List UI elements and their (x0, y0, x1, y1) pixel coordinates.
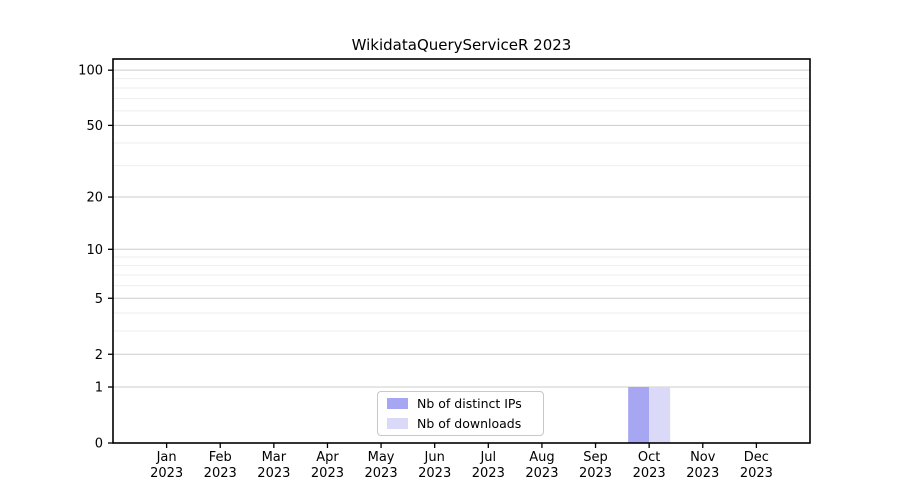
x-tick-label-year: 2023 (257, 466, 290, 481)
y-tick-label: 10 (86, 243, 103, 258)
legend-label: Nb of distinct IPs (417, 396, 522, 411)
x-tick-label-month: Dec (744, 450, 769, 465)
legend-item: Nb of distinct IPs (387, 396, 534, 411)
x-tick-label-year: 2023 (579, 466, 612, 481)
y-tick-label: 5 (95, 292, 103, 307)
x-tick-label-year: 2023 (311, 466, 344, 481)
y-tick-label: 20 (86, 191, 103, 206)
x-tick-label-month: Jan (156, 450, 177, 465)
x-tick-label-year: 2023 (150, 466, 183, 481)
x-tick-label-month: Jul (479, 450, 496, 465)
x-tick-label-month: Apr (316, 450, 339, 465)
x-tick-label-month: May (368, 450, 395, 465)
y-tick-label: 2 (95, 348, 103, 363)
legend-item: Nb of downloads (387, 416, 534, 431)
x-tick-label-month: Nov (690, 450, 716, 465)
x-tick-label-month: Sep (583, 450, 608, 465)
legend: Nb of distinct IPs Nb of downloads (377, 391, 544, 436)
y-tick-label: 1 (95, 381, 103, 396)
y-tick-label: 0 (95, 437, 103, 452)
bar-downloads (649, 387, 671, 443)
x-tick-label-year: 2023 (686, 466, 719, 481)
legend-label: Nb of downloads (417, 416, 522, 431)
legend-swatch (387, 418, 408, 429)
x-tick-label-month: Aug (529, 450, 554, 465)
x-tick-label-month: Jun (424, 450, 445, 465)
x-tick-label-year: 2023 (365, 466, 398, 481)
x-tick-label-month: Mar (262, 450, 287, 465)
legend-swatch (387, 398, 408, 409)
x-tick-label-year: 2023 (472, 466, 505, 481)
plot-border (112, 58, 811, 444)
x-tick-label-year: 2023 (418, 466, 451, 481)
x-tick-label-month: Feb (209, 450, 232, 465)
x-tick-label-year: 2023 (740, 466, 773, 481)
x-tick-label-year: 2023 (633, 466, 666, 481)
bar-distinct-ips (628, 387, 650, 443)
chart-title: WikidataQueryServiceR 2023 (351, 36, 572, 54)
x-tick-label-month: Oct (638, 450, 660, 465)
x-tick-label-year: 2023 (204, 466, 237, 481)
y-tick-label: 50 (86, 119, 103, 134)
x-tick-label-year: 2023 (525, 466, 558, 481)
y-tick-label: 100 (78, 64, 103, 79)
